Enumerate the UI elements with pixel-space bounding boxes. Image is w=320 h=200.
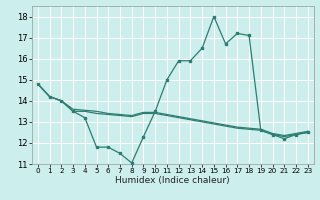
X-axis label: Humidex (Indice chaleur): Humidex (Indice chaleur)	[116, 176, 230, 185]
